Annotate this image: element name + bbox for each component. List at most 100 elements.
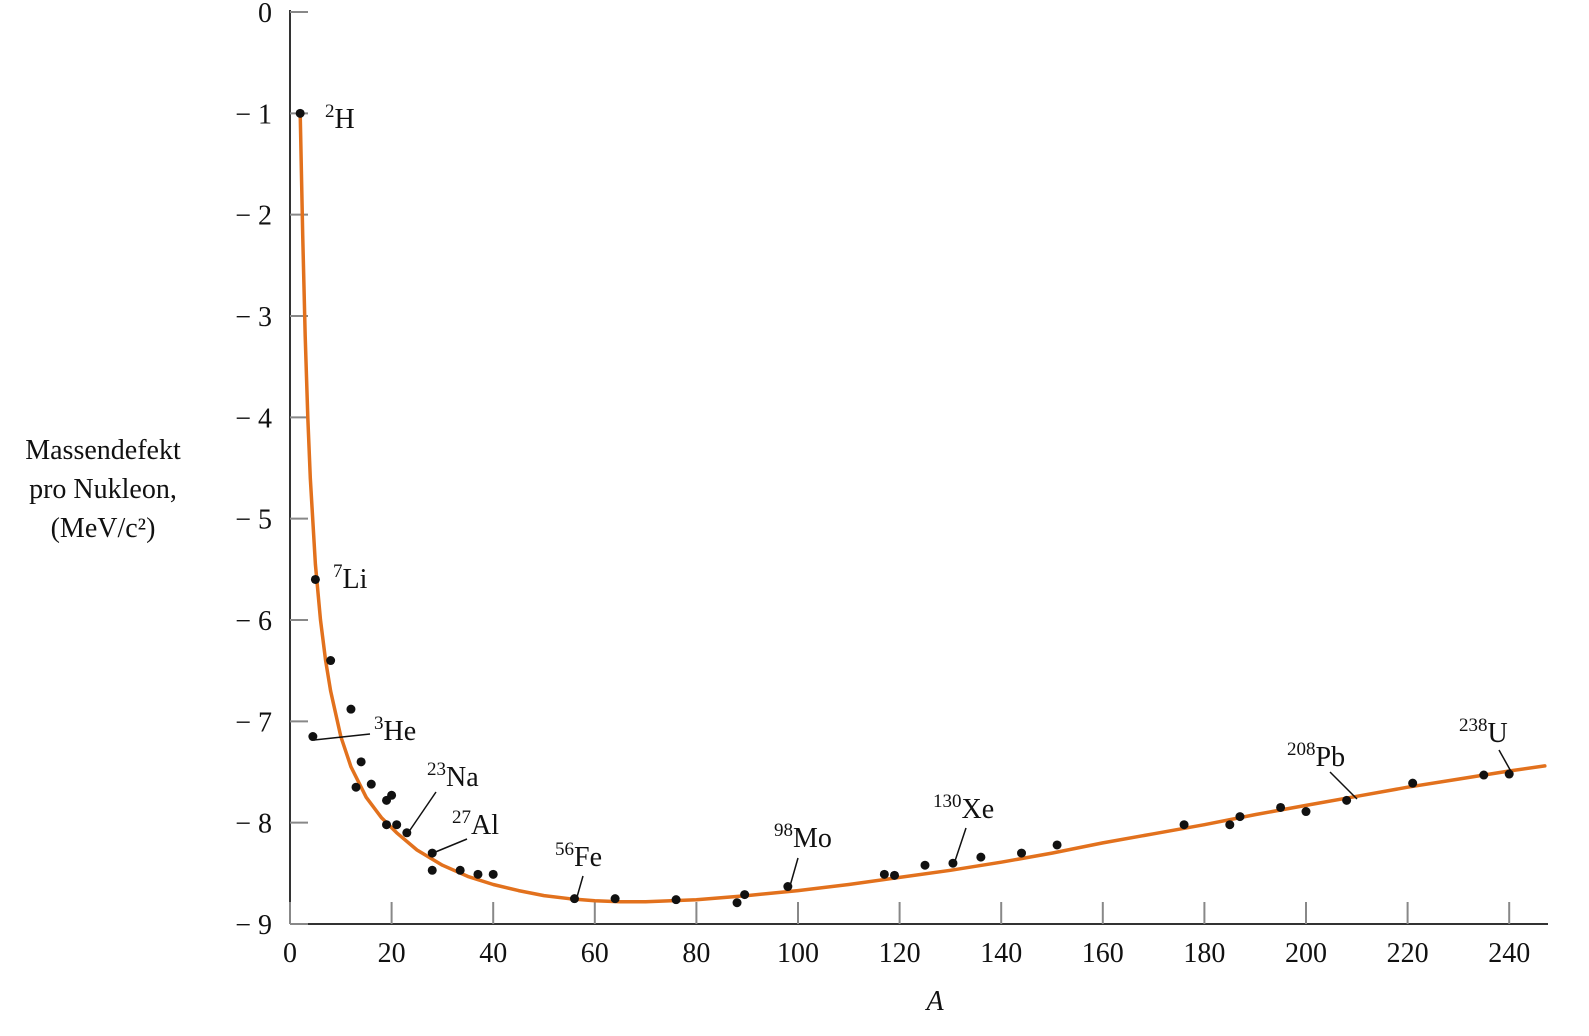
data-point bbox=[455, 865, 465, 875]
data-point bbox=[783, 882, 793, 892]
data-point bbox=[920, 860, 930, 870]
data-point bbox=[569, 894, 579, 904]
mass-number: 2 bbox=[325, 101, 335, 122]
nuclide-label: 208Pb bbox=[1287, 739, 1345, 773]
data-point bbox=[295, 108, 305, 118]
data-point bbox=[890, 870, 900, 880]
y-tick-label: − 2 bbox=[235, 201, 272, 232]
data-point bbox=[382, 820, 392, 830]
x-axis-label: A bbox=[924, 986, 944, 1017]
fit-curve-layer bbox=[298, 111, 1547, 904]
data-point bbox=[671, 895, 681, 905]
data-point bbox=[366, 779, 376, 789]
data-point bbox=[1052, 840, 1062, 850]
axes: 0 − 1 − 2 − 3 − 4 − 5 − 6 − 7 − 8 − 9 0 20 40 60 80 100… bbox=[235, 0, 1548, 969]
y-tick-label: − 5 bbox=[235, 505, 272, 536]
nuclide-label: 56Fe bbox=[555, 839, 602, 873]
leader-line bbox=[576, 875, 584, 898]
mass-number: 27 bbox=[452, 807, 471, 828]
leader-line bbox=[1329, 771, 1358, 800]
leader-line bbox=[407, 791, 437, 834]
x-tick-label: 20 bbox=[378, 938, 406, 969]
data-point bbox=[1301, 807, 1311, 817]
y-tick-label: − 1 bbox=[235, 99, 272, 130]
nuclide-label: 27Al bbox=[452, 807, 499, 841]
data-point bbox=[1276, 802, 1286, 812]
x-tick-label: 180 bbox=[1183, 938, 1225, 969]
x-tick-label: 200 bbox=[1285, 938, 1327, 969]
y-axis-label: Massendefekt pro Nukleon, (MeV/c²) bbox=[25, 435, 181, 544]
element-symbol: Fe bbox=[574, 842, 602, 873]
data-point bbox=[976, 852, 986, 862]
data-point bbox=[610, 894, 620, 904]
data-point bbox=[392, 820, 402, 830]
y-tick-label: − 9 bbox=[235, 910, 272, 941]
mass-number: 238 bbox=[1459, 715, 1488, 736]
element-symbol: H bbox=[335, 104, 355, 135]
data-point bbox=[427, 865, 437, 875]
mass-number: 98 bbox=[774, 820, 793, 841]
x-tick-label: 160 bbox=[1082, 938, 1124, 969]
x-tick-label: 140 bbox=[980, 938, 1022, 969]
element-symbol: Xe bbox=[962, 794, 995, 825]
data-point bbox=[427, 848, 437, 858]
data-points-layer bbox=[295, 108, 1514, 908]
y-tick-label: − 6 bbox=[235, 606, 272, 637]
nuclide-label: 3He bbox=[374, 713, 416, 747]
element-symbol: Al bbox=[471, 810, 499, 841]
element-symbol: Pb bbox=[1316, 742, 1346, 773]
y-tick-label: − 3 bbox=[235, 302, 272, 333]
x-tick-label: 60 bbox=[581, 938, 609, 969]
fit-curve bbox=[298, 111, 1547, 904]
x-tick-label: 0 bbox=[283, 938, 297, 969]
data-point bbox=[879, 869, 889, 879]
data-point bbox=[308, 732, 318, 742]
mass-number: 23 bbox=[427, 759, 446, 780]
y-axis-label-line: pro Nukleon, bbox=[29, 474, 177, 505]
data-point bbox=[473, 869, 483, 879]
data-point bbox=[740, 890, 750, 900]
data-point bbox=[488, 869, 498, 879]
nuclide-label: 2H bbox=[325, 101, 355, 135]
nuclide-label: 130Xe bbox=[933, 791, 994, 825]
data-point bbox=[1179, 820, 1189, 830]
data-point bbox=[1235, 812, 1245, 822]
y-axis-label-line: Massendefekt bbox=[25, 435, 181, 466]
mass-number: 130 bbox=[933, 791, 962, 812]
leader-line bbox=[789, 857, 799, 887]
data-point bbox=[948, 858, 958, 868]
data-point bbox=[402, 828, 412, 838]
element-symbol: Li bbox=[343, 564, 368, 595]
x-tick-label: 120 bbox=[879, 938, 921, 969]
data-point bbox=[732, 898, 742, 908]
x-tick-label: 220 bbox=[1387, 938, 1429, 969]
element-symbol: Mo bbox=[793, 823, 832, 854]
x-tick-label: 100 bbox=[777, 938, 819, 969]
data-point bbox=[1408, 778, 1418, 788]
data-point bbox=[1017, 848, 1027, 858]
x-tick-label: 80 bbox=[682, 938, 710, 969]
mass-number: 56 bbox=[555, 839, 574, 860]
nuclide-label: 238U bbox=[1459, 715, 1508, 749]
x-tick-label: 40 bbox=[479, 938, 507, 969]
element-symbol: U bbox=[1488, 718, 1508, 749]
nuclide-label: 98Mo bbox=[774, 820, 832, 854]
y-axis-label-line: (MeV/c²) bbox=[51, 513, 156, 544]
y-tick-label: − 7 bbox=[235, 707, 272, 738]
data-point bbox=[346, 704, 356, 714]
data-point bbox=[310, 574, 320, 584]
data-point bbox=[1504, 769, 1514, 779]
element-symbol: Na bbox=[446, 762, 479, 793]
leader-line bbox=[953, 827, 967, 865]
data-point bbox=[356, 757, 366, 767]
nuclide-label: 7Li bbox=[333, 561, 368, 595]
data-point bbox=[1479, 770, 1489, 780]
data-point bbox=[326, 656, 336, 666]
data-point bbox=[1225, 820, 1235, 830]
nuclide-label: 23Na bbox=[427, 759, 479, 793]
y-tick-label: 0 bbox=[258, 0, 272, 29]
mass-number: 7 bbox=[333, 561, 343, 582]
mass-number: 3 bbox=[374, 713, 384, 734]
